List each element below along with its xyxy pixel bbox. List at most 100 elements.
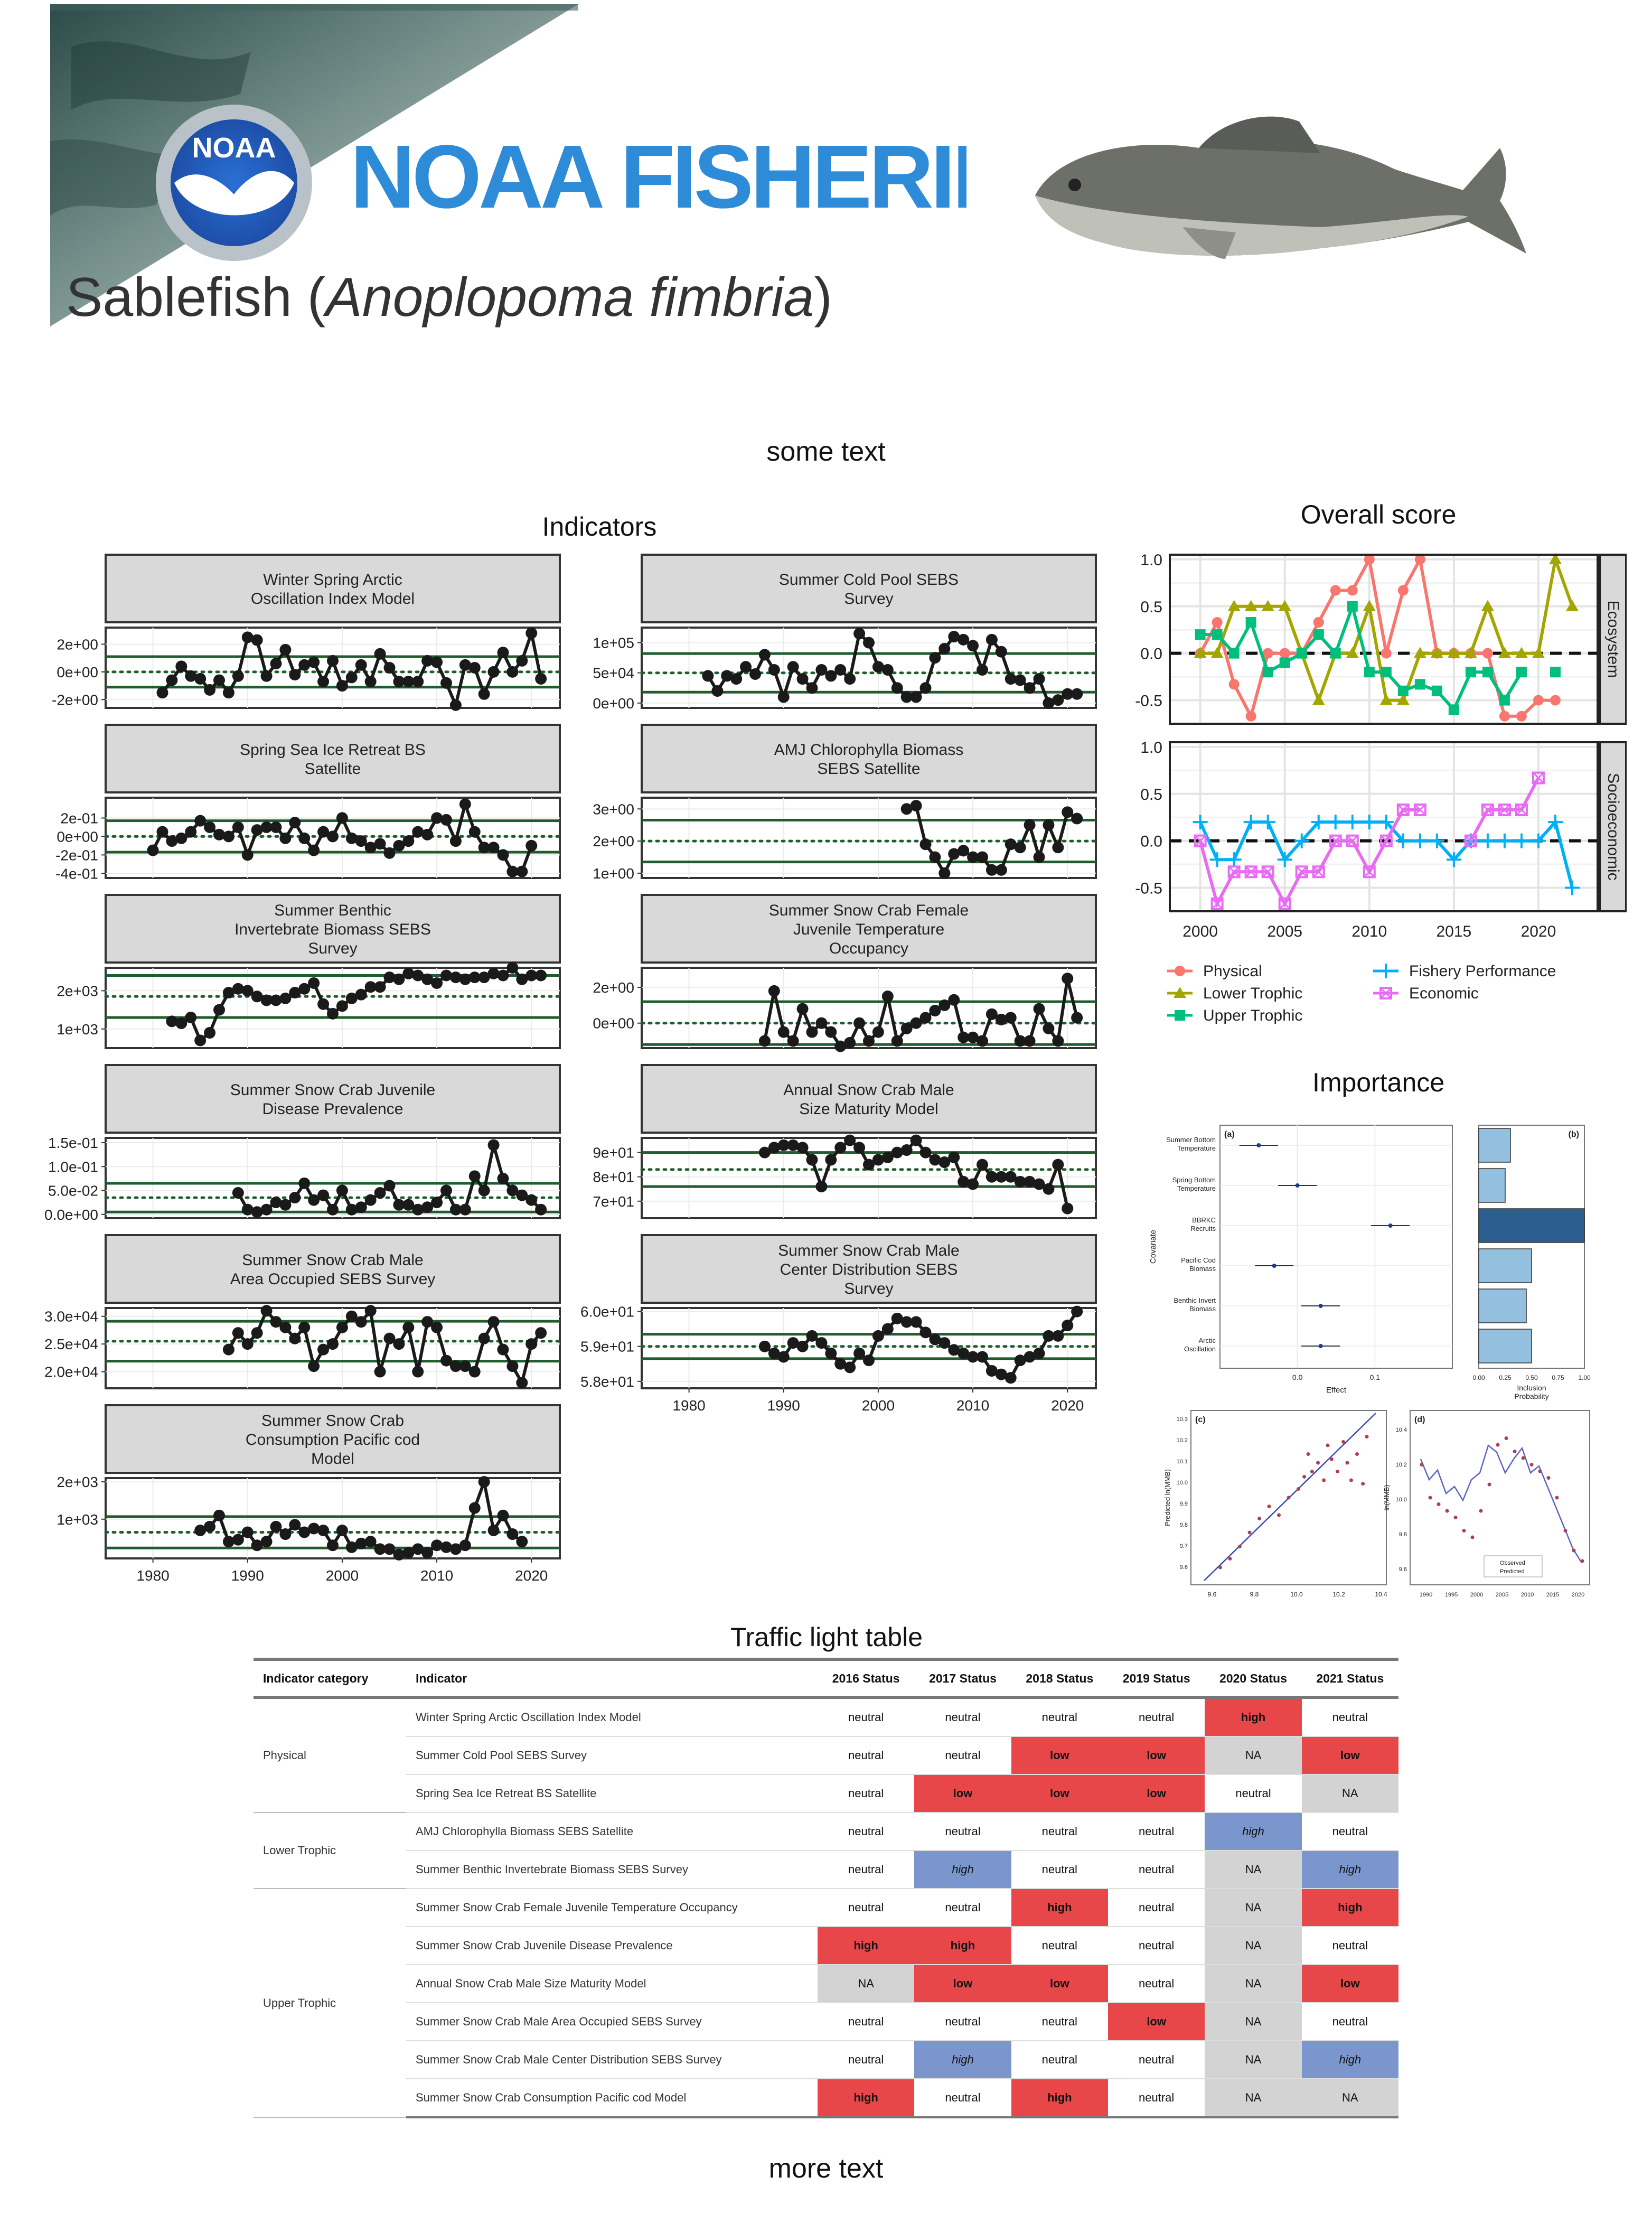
data-point (787, 1337, 799, 1349)
y-tick-label: -0.5 (1135, 693, 1162, 710)
header-2020: 2020 Status (1205, 1658, 1302, 1699)
species-title: Sablefish (Anoplopoma fimbria) (66, 267, 832, 328)
data-point (938, 643, 951, 655)
x-tick-label: 2000 (862, 1397, 895, 1414)
data-point (1033, 1178, 1045, 1190)
data-point (967, 851, 979, 863)
marker (1175, 1010, 1185, 1021)
data-point (825, 1026, 837, 1038)
data-point (1071, 1305, 1083, 1318)
panel-title: Satellite (305, 760, 361, 778)
data-point (900, 1316, 913, 1328)
data-point (279, 1321, 292, 1333)
data-point (289, 987, 301, 999)
data-point (1033, 1347, 1045, 1359)
data-point (279, 1528, 292, 1540)
y-tick-label: 0.5 (1140, 786, 1162, 804)
observed-point (1355, 1452, 1359, 1456)
observed-point (1277, 1513, 1281, 1517)
y-tick-label: -4e-01 (55, 865, 98, 882)
data-point (777, 691, 790, 703)
data-point (844, 1134, 856, 1146)
data-point (298, 1177, 311, 1189)
intro-text: some text (766, 436, 886, 467)
status-cell: low (1011, 1774, 1108, 1813)
data-point (995, 864, 1007, 876)
data-point (364, 1536, 377, 1548)
noaa-fisheries-banner: NOAA NOAA FISHERIES Sablefish (Anoplopom… (50, 4, 966, 328)
y-tick-label: 0.0 (1140, 646, 1162, 663)
data-point (1071, 688, 1083, 700)
data-point (222, 687, 234, 699)
data-point (270, 1316, 282, 1328)
score-panel: 1.0 0.5 0.0 -0.5 Ecosystem (1135, 552, 1627, 725)
data-point (383, 1180, 396, 1192)
effect-point (1295, 1183, 1300, 1188)
panel-title: Annual Snow Crab Male (783, 1081, 954, 1099)
data-point (815, 1181, 828, 1193)
marker (1498, 647, 1511, 658)
data-point (478, 1476, 490, 1488)
marker (1481, 804, 1494, 816)
y-tick-label: 3.0e+04 (44, 1309, 98, 1325)
observed-point (1257, 1517, 1261, 1521)
status-cell: low (914, 1965, 1011, 2003)
panel-title: Area Occupied SEBS Survey (230, 1271, 436, 1288)
data-point (213, 674, 225, 686)
marker (1464, 834, 1477, 847)
data-point (260, 994, 273, 1006)
y-tick-label: 9.8 (1180, 1522, 1188, 1528)
marker (1194, 835, 1206, 847)
marker (1363, 600, 1376, 611)
status-cell: neutral (914, 2003, 1011, 2041)
data-point (881, 991, 894, 1003)
data-point (440, 969, 452, 982)
data-point (977, 664, 988, 676)
panel-strip (105, 1404, 561, 1474)
status-cell: neutral (1107, 2079, 1205, 2118)
status-cell: neutral (1301, 2003, 1398, 2041)
data-point (260, 821, 273, 833)
observed-point (1302, 1474, 1307, 1479)
legend-entry: Economic (1409, 985, 1479, 1002)
observed-point (1487, 1482, 1491, 1487)
data-point (166, 1015, 178, 1027)
panel-frame (1169, 554, 1599, 725)
y-tick-label: 2e+03 (57, 1474, 98, 1490)
category-cell: Upper Trophic (254, 1889, 406, 2118)
effect-point (1388, 1223, 1393, 1228)
status-cell: neutral (1107, 2041, 1205, 2079)
status-cell: neutral (1011, 1851, 1108, 1889)
data-point (279, 832, 292, 844)
y-tick-label: 1.0e-01 (48, 1159, 98, 1175)
marker (1565, 600, 1579, 611)
importance-panel-c: (c) 9.6 9.8 10.0 10.2 10.4 10.3 10.2 10.1 10.0 9.9… (1163, 1410, 1387, 1598)
facet-strip (1599, 741, 1627, 912)
status-cell: neutral (1011, 1813, 1108, 1851)
x-tick-label: 2010 (1521, 1592, 1534, 1598)
observed-point (1546, 1476, 1551, 1480)
data-point (383, 1332, 396, 1344)
data-point (977, 1035, 988, 1047)
data-point (525, 1338, 538, 1350)
data-point (431, 1197, 443, 1209)
data-point (985, 1008, 998, 1020)
legend-box (1484, 1555, 1543, 1577)
category-cell: Lower Trophic (254, 1813, 406, 1889)
data-point (459, 1539, 471, 1552)
observed-point (1437, 1502, 1441, 1506)
data-point (298, 983, 311, 995)
x-tick-label: 1990 (767, 1397, 800, 1414)
panel-title: AMJ Chlorophylla Biomass (774, 741, 963, 759)
data-point (938, 1337, 951, 1349)
panel-title: Oscillation Index Model (251, 590, 415, 608)
data-point (977, 1159, 988, 1171)
marker (1228, 866, 1240, 878)
data-point (1062, 688, 1074, 700)
marker (1516, 667, 1527, 678)
y-tick-label: 0e+00 (57, 828, 98, 845)
x-tick-label: 1980 (136, 1567, 169, 1584)
x-tick-label: 2005 (1267, 923, 1302, 940)
data-point (958, 633, 970, 646)
